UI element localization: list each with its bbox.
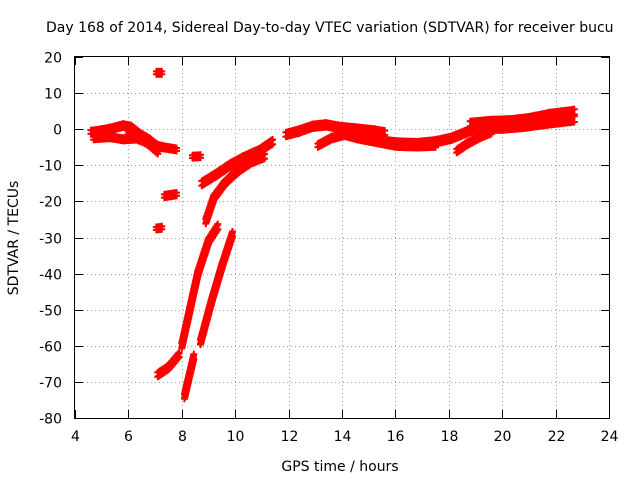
data-point: [173, 192, 180, 200]
y-tick-label: -20: [39, 195, 62, 211]
data-point: [570, 118, 578, 126]
x-tick-labels: 4 6 8 10 12 14 16 18 20 22 24: [71, 429, 618, 445]
data-point: [158, 70, 166, 78]
y-tick-label: -80: [39, 412, 62, 428]
data-points: [87, 67, 578, 403]
x-tick-label: 18: [441, 429, 459, 445]
y-tick-label: -40: [39, 268, 62, 284]
series-isolated-7: [189, 151, 204, 162]
series-recovery-1: [202, 150, 269, 228]
x-tick-label: 4: [71, 429, 80, 445]
series-steep-c: [197, 228, 236, 348]
series-midday-upper: [282, 119, 389, 141]
x-tick-label: 24: [601, 429, 619, 445]
series-isolated-18: [160, 189, 180, 202]
y-tick-label: -60: [39, 340, 62, 356]
x-tick-label: 20: [494, 429, 512, 445]
x-tick-label: 10: [227, 429, 245, 445]
data-point: [214, 225, 222, 233]
x-tick-label: 16: [387, 429, 405, 445]
x-tick-label: 22: [548, 429, 566, 445]
series-steep-a: [178, 220, 222, 352]
y-tick-label: 10: [44, 87, 62, 103]
data-point: [173, 147, 180, 155]
series-recovery-2: [198, 136, 277, 190]
x-tick-label: 6: [124, 429, 133, 445]
y-tick-labels: -80 -70 -60 -50 -40 -30 -20 -10 0 10 20: [39, 51, 62, 428]
data-point: [269, 140, 277, 148]
data-point: [154, 150, 162, 158]
x-tick-label: 8: [178, 429, 187, 445]
x-tick-label: 12: [281, 429, 299, 445]
series-isolated-15: [152, 67, 166, 78]
series-steep-b: [181, 350, 198, 403]
y-axis-label: SDTVAR / TECUs: [6, 181, 22, 296]
data-point: [261, 155, 269, 163]
data-point: [190, 355, 198, 363]
y-tick-label: -70: [39, 376, 62, 392]
grid-lines: [75, 57, 609, 418]
series-isolated-27: [152, 222, 166, 234]
y-tick-label: 0: [53, 123, 62, 139]
chart-title: Day 168 of 2014, Sidereal Day-to-day VTE…: [46, 20, 614, 36]
data-point: [197, 154, 204, 162]
data-point: [229, 232, 236, 240]
plot-frame: [74, 56, 610, 419]
data-point: [158, 225, 166, 233]
axis-ticks: [75, 57, 610, 419]
series-early-steep: [154, 349, 183, 381]
x-axis-label: GPS time / hours: [281, 459, 398, 475]
data-point: [175, 353, 183, 361]
series-evening-lower: [477, 112, 578, 134]
series-morning-drop: [124, 128, 162, 158]
y-tick-label: 20: [44, 51, 62, 67]
y-tick-label: -50: [39, 304, 62, 320]
x-tick-label: 14: [334, 429, 352, 445]
y-tick-label: -10: [39, 159, 62, 175]
y-tick-label: -30: [39, 232, 62, 248]
